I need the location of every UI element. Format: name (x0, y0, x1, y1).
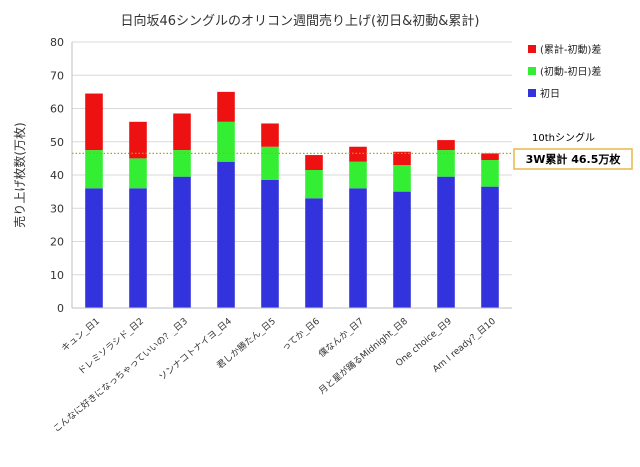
bar-segment (305, 155, 323, 171)
bar-segment (349, 188, 367, 308)
bar-segment (217, 121, 235, 162)
legend-label: (累計-初動)差 (540, 43, 601, 56)
annotation-box (513, 148, 633, 170)
bar-segment (437, 140, 455, 151)
legend-swatch (528, 67, 536, 75)
bar-segment (305, 198, 323, 308)
bar-segment (481, 153, 499, 161)
x-tick-label: 僕なんか_日7 (316, 315, 366, 360)
bar-segment (85, 150, 103, 189)
x-tick-label: ソンナコトナイヨ_日4 (157, 316, 234, 383)
bar-segment (217, 91, 235, 122)
bar-segment (217, 161, 235, 308)
annotation-box-text: 3W累計 46.5万枚 (526, 152, 622, 166)
y-tick-label: 60 (50, 103, 64, 116)
y-tick-label: 80 (50, 36, 64, 49)
bar-segment (261, 179, 279, 308)
bar-segment (349, 146, 367, 162)
bar-segment (393, 191, 411, 308)
bar-segment (393, 151, 411, 166)
bar-segment (85, 188, 103, 308)
bar-segment (437, 150, 455, 177)
legend-swatch (528, 45, 536, 53)
y-axis-label: 売り上げ枚数(万枚) (12, 122, 27, 227)
annotation-label: 10thシングル (532, 131, 595, 144)
y-tick-label: 30 (50, 202, 64, 215)
x-axis-ticks: キュン_日1ドレミソラシド_日2こんなに好きになっちゃっていいの？_日3ソンナコ… (51, 315, 499, 435)
chart-title: 日向坂46シングルのオリコン週間売り上げ(初日&初動&累計) (121, 13, 480, 29)
bar-segment (129, 158, 147, 189)
bar-segment (173, 113, 191, 151)
bar-segment (481, 160, 499, 187)
annotation: 10thシングル 3W累計 46.5万枚 (513, 131, 633, 170)
legend-label: (初動-初日)差 (540, 65, 601, 78)
bar-segment (261, 146, 279, 180)
bar-segment (393, 165, 411, 192)
bar-segment (481, 186, 499, 308)
y-axis-ticks: 0 10 20 30 40 50 60 70 80 (50, 36, 64, 315)
x-tick-label: キュン_日1 (59, 316, 101, 354)
y-tick-label: 50 (50, 136, 64, 149)
legend-swatch (528, 89, 536, 97)
bar-segment (129, 121, 147, 159)
x-tick-label: ってか_日6 (280, 316, 322, 354)
bar-segment (173, 150, 191, 177)
y-tick-label: 0 (57, 302, 64, 315)
y-tick-label: 10 (50, 269, 64, 282)
bar-segment (437, 176, 455, 308)
bar-segment (85, 93, 103, 151)
bars (85, 91, 499, 308)
y-tick-label: 70 (50, 69, 64, 82)
legend: (累計-初動)差 (初動-初日)差初日 (528, 43, 601, 100)
bar-segment (349, 161, 367, 189)
y-tick-label: 40 (50, 169, 64, 182)
bar-segment (173, 176, 191, 308)
bar-segment (261, 123, 279, 147)
bar-segment (305, 170, 323, 199)
bar-segment (129, 188, 147, 308)
legend-label: 初日 (540, 87, 560, 100)
x-tick-label: 月と星が踊るMidnight_日8 (316, 315, 410, 397)
y-tick-label: 20 (50, 236, 64, 249)
